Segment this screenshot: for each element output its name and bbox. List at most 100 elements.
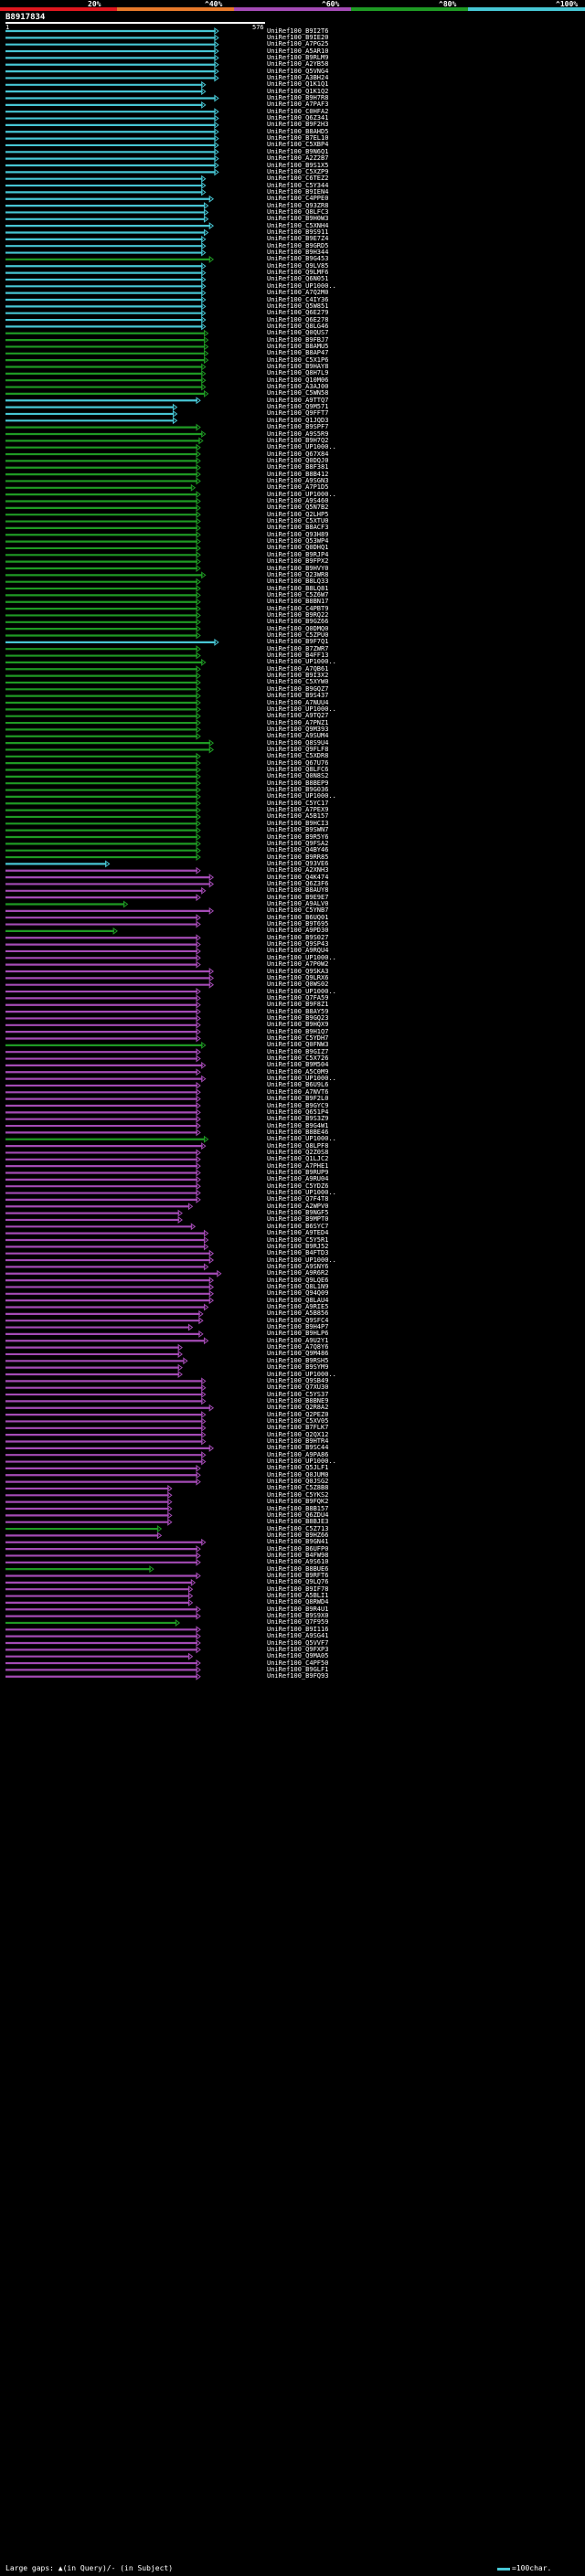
hit-label[interactable]: UniRef100_UP1000.. (267, 987, 336, 995)
hit-label[interactable]: UniRef100_B9S1X5 (267, 161, 329, 169)
hit-label[interactable]: UniRef100_Q0FNW3 (267, 1041, 329, 1049)
hit-label[interactable]: UniRef100_A9TQ27 (267, 712, 329, 720)
hit-label[interactable]: UniRef100_A9RIE5 (267, 1303, 329, 1310)
hit-label[interactable]: UniRef100_A9S5R9 (267, 429, 329, 438)
hit-label[interactable]: UniRef100_B9F8Z1 (267, 1001, 329, 1009)
hit-label[interactable]: UniRef100_Q6E279 (267, 309, 329, 317)
hit-label[interactable]: UniRef100_A7Q8Y6 (267, 1343, 329, 1352)
hit-label[interactable]: UniRef100_B9S911 (267, 228, 329, 236)
hit-label[interactable]: UniRef100_UP1000.. (267, 490, 336, 498)
hit-label[interactable]: UniRef100_B8AP47 (267, 349, 329, 357)
hit-label[interactable]: UniRef100_Q93VE6 (267, 859, 329, 867)
hit-label[interactable]: UniRef100_UP1000.. (267, 658, 336, 666)
hit-label[interactable]: UniRef100_B9S027 (267, 933, 329, 941)
hit-label[interactable]: UniRef100_C6TEZ2 (267, 175, 329, 183)
hit-label[interactable]: UniRef100_A9PD30 (267, 927, 329, 935)
hit-label[interactable]: UniRef100_A5B856 (267, 1309, 329, 1318)
hit-label[interactable]: UniRef100_B9HVY0 (267, 564, 329, 572)
hit-label[interactable]: UniRef100_A9SG41 (267, 1632, 329, 1640)
hit-label[interactable]: UniRef100_B9H4P7 (267, 1323, 329, 1331)
hit-label[interactable]: UniRef100_A9ALV0 (267, 900, 329, 907)
hit-label[interactable]: UniRef100_A7PAF3 (267, 101, 329, 109)
hit-label[interactable]: UniRef100_Q9M393 (267, 725, 329, 733)
hit-label[interactable]: UniRef100_B9IEN4 (267, 187, 329, 196)
hit-label[interactable]: UniRef100_A9U2Y1 (267, 1336, 329, 1344)
hit-label[interactable]: UniRef100_UP1000.. (267, 1256, 336, 1264)
hit-label[interactable]: UniRef100_B9RLM9 (267, 53, 329, 61)
hit-label[interactable]: UniRef100_B9H0W3 (267, 215, 329, 223)
hit-label[interactable]: UniRef100_B6SYC7 (267, 1222, 329, 1230)
hit-label[interactable]: UniRef100_A9R6R2 (267, 1269, 329, 1277)
hit-label[interactable]: UniRef100_Q8S9U4 (267, 738, 329, 747)
hit-label[interactable]: UniRef100_C0HFA2 (267, 107, 329, 115)
hit-label[interactable]: UniRef100_C5YNB7 (267, 906, 329, 915)
hit-label[interactable]: UniRef100_B8F381 (267, 463, 329, 472)
hit-label[interactable]: UniRef100_Q9M571 (267, 403, 329, 411)
hit-label[interactable]: UniRef100_Q1LJC2 (267, 1155, 329, 1163)
hit-label[interactable]: UniRef100_B9E7Z4 (267, 235, 329, 243)
hit-label[interactable]: UniRef100_C4IY36 (267, 295, 329, 303)
hit-label[interactable]: UniRef100_Q0QUS7 (267, 329, 329, 337)
hit-label[interactable]: UniRef100_B9S437 (267, 692, 329, 700)
hit-label[interactable]: UniRef100_Q9LQE6 (267, 1276, 329, 1284)
hit-label[interactable]: UniRef100_A9TTQ7 (267, 396, 329, 404)
hit-label[interactable]: UniRef100_B9I2T6 (267, 27, 329, 35)
hit-label[interactable]: UniRef100_B9R4U1 (267, 1605, 329, 1613)
hit-label[interactable]: UniRef100_A5AR10 (267, 47, 329, 55)
hit-label[interactable]: UniRef100_B8BJE3 (267, 1518, 329, 1526)
hit-label[interactable]: UniRef100_C5X1P6 (267, 355, 329, 364)
hit-label[interactable]: UniRef100_A5B157 (267, 812, 329, 821)
hit-label[interactable]: UniRef100_Q5W851 (267, 302, 329, 310)
hit-label[interactable]: UniRef100_C5Z6W7 (267, 590, 329, 599)
hit-label[interactable]: UniRef100_UP1000.. (267, 1135, 336, 1143)
hit-label[interactable]: UniRef100_B8B412 (267, 470, 329, 478)
hit-label[interactable]: UniRef100_B9RJ52 (267, 1242, 329, 1250)
hit-label[interactable]: UniRef100_B8BE46 (267, 1128, 329, 1136)
hit-label[interactable]: UniRef100_B9FBJ7 (267, 335, 329, 344)
hit-label[interactable]: UniRef100_B7FLK7 (267, 1424, 329, 1432)
hit-label[interactable]: UniRef100_Q0JSG2 (267, 1478, 329, 1486)
hit-label[interactable]: UniRef100_B4FW98 (267, 1551, 329, 1559)
hit-label[interactable]: UniRef100_B8BN17 (267, 598, 329, 606)
hit-label[interactable]: UniRef100_B7EL10 (267, 134, 329, 143)
hit-label[interactable]: UniRef100_C5XNH4 (267, 221, 329, 229)
hit-label[interactable]: UniRef100_B9HLP6 (267, 1330, 329, 1338)
hit-label[interactable]: UniRef100_Q23WR8 (267, 570, 329, 578)
hit-label[interactable]: UniRef100_C5XTU0 (267, 517, 329, 525)
hit-label[interactable]: UniRef100_Q0DQJ0 (267, 456, 329, 464)
hit-label[interactable]: UniRef100_C5YDZ6 (267, 1182, 329, 1190)
hit-label[interactable]: UniRef100_Q0DMQ0 (267, 624, 329, 632)
hit-label[interactable]: UniRef100_A7QB61 (267, 664, 329, 673)
hit-label[interactable]: UniRef100_Q7F959 (267, 1618, 329, 1627)
hit-label[interactable]: UniRef100_C5Z713 (267, 1524, 329, 1532)
hit-label[interactable]: UniRef100_UP1000.. (267, 281, 336, 290)
hit-label[interactable]: UniRef100_A7Q2M0 (267, 289, 329, 297)
hit-label[interactable]: UniRef100_Q2R8A2 (267, 1404, 329, 1412)
hit-label[interactable]: UniRef100_Q9LV85 (267, 261, 329, 270)
hit-label[interactable]: UniRef100_C5WN58 (267, 389, 329, 398)
hit-label[interactable]: UniRef100_B9I116 (267, 1625, 329, 1633)
hit-label[interactable]: UniRef100_A3BH24 (267, 73, 329, 81)
hit-label[interactable]: UniRef100_B9GRD5 (267, 241, 329, 249)
hit-label[interactable]: UniRef100_A7PNZ1 (267, 718, 329, 726)
hit-label[interactable]: UniRef100_C5Y5R1 (267, 1235, 329, 1244)
hit-label[interactable]: UniRef100_UP1000.. (267, 1458, 336, 1466)
hit-label[interactable]: UniRef100_B9F2H3 (267, 121, 329, 129)
hit-label[interactable]: UniRef100_Q9SFC4 (267, 1316, 329, 1324)
hit-label[interactable]: UniRef100_Q0WS02 (267, 981, 329, 989)
hit-label[interactable]: UniRef100_Q2LHP5 (267, 510, 329, 518)
hit-label[interactable]: UniRef100_B9RQ22 (267, 610, 329, 619)
hit-label[interactable]: UniRef100_B9HAY8 (267, 363, 329, 370)
hit-label[interactable]: UniRef100_Q2PEZ0 (267, 1410, 329, 1418)
hit-label[interactable]: UniRef100_UP1000.. (267, 705, 336, 713)
hit-label[interactable]: UniRef100_A3AJ00 (267, 383, 329, 391)
hit-label[interactable]: UniRef100_B9E9E7 (267, 893, 329, 901)
hit-label[interactable]: UniRef100_Q8L1N9 (267, 1282, 329, 1290)
hit-label[interactable]: UniRef100_B9GQZ7 (267, 684, 329, 693)
hit-label[interactable]: UniRef100_B9HQX9 (267, 1021, 329, 1029)
hit-label[interactable]: UniRef100_B8BEP9 (267, 779, 329, 787)
hit-label[interactable]: UniRef100_B9M504 (267, 1061, 329, 1069)
hit-label[interactable]: UniRef100_Q67U76 (267, 758, 329, 767)
hit-label[interactable]: UniRef100_Q9LMF6 (267, 269, 329, 277)
hit-label[interactable]: UniRef100_B9FQK2 (267, 1498, 329, 1506)
